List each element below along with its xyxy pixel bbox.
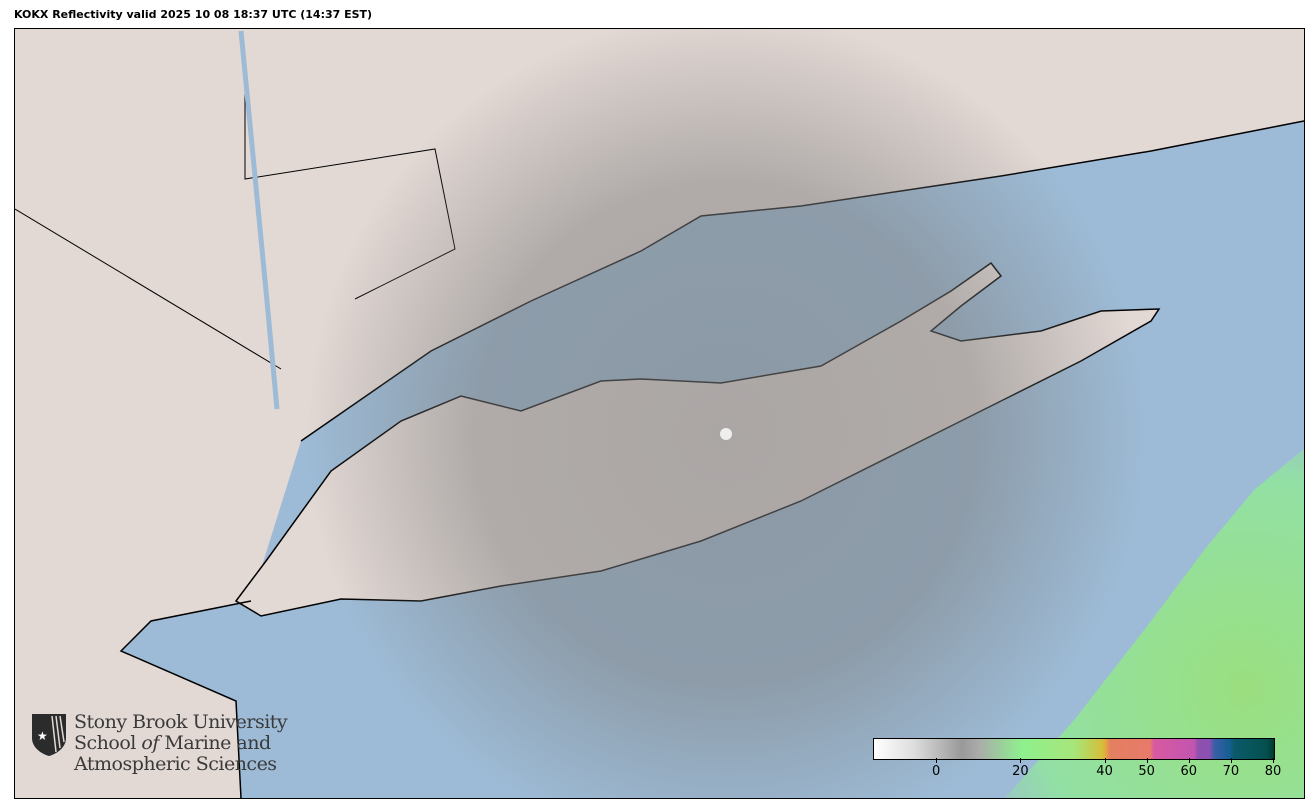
shield-star-icon: ★ (32, 714, 66, 756)
logo-line2a: School (74, 732, 142, 754)
logo-line1: Stony Brook University (74, 711, 288, 733)
colorbar-tick-label: 0 (932, 764, 941, 779)
svg-text:★: ★ (37, 729, 48, 743)
reflectivity-colorbar (873, 738, 1275, 760)
colorbar-tick-label: 70 (1222, 764, 1240, 779)
colorbar-tick (1273, 758, 1274, 763)
colorbar-tick (1230, 758, 1232, 763)
colorbar-tick-label: 20 (1012, 764, 1029, 779)
sbu-logo: ★ Stony Brook University School of Marin… (30, 711, 288, 775)
colorbar-tick (1188, 758, 1190, 763)
radar-echo-gray (15, 29, 1304, 798)
logo-line2b: of (141, 732, 159, 754)
radar-map[interactable] (14, 28, 1305, 799)
radar-site (720, 428, 732, 440)
colorbar-tick (936, 758, 938, 763)
colorbar-tick-label: 50 (1138, 764, 1155, 779)
colorbar-tick (1104, 758, 1106, 763)
radar-echo-green (1005, 449, 1304, 798)
colorbar-tick (1146, 758, 1148, 763)
colorbar-tick (1020, 758, 1022, 763)
map-title: KOKX Reflectivity valid 2025 10 08 18:37… (14, 8, 373, 21)
logo-line2c: Marine and (158, 732, 271, 754)
colorbar-tick-label: 80 (1264, 764, 1282, 779)
logo-line3: Atmospheric Sciences (74, 753, 277, 775)
colorbar-tick-label: 60 (1180, 764, 1198, 779)
colorbar-tick-label: 40 (1096, 764, 1113, 779)
